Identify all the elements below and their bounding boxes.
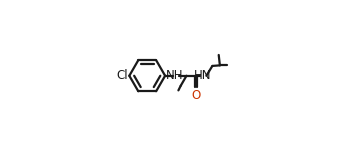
Text: NH: NH bbox=[166, 69, 184, 82]
Text: Cl: Cl bbox=[116, 69, 128, 82]
Text: O: O bbox=[191, 89, 200, 102]
Text: HN: HN bbox=[194, 69, 211, 82]
